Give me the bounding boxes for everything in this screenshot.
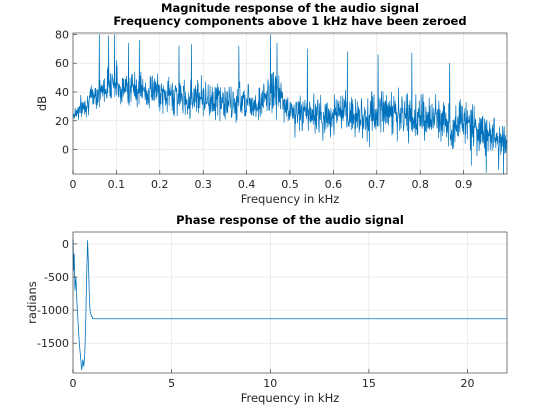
magnitude-y-axis-label: dB xyxy=(35,96,49,111)
phase-x-axis-label: Frequency in kHz xyxy=(241,391,340,405)
magnitude-x-tick-label: 0.6 xyxy=(325,178,343,191)
phase-plot: 0 5 10 15 20 -1500 -1000 -500 0 Phase response o… xyxy=(25,213,508,405)
magnitude-plot: 0 0.1 0.2 0.3 0.4 0.5 0.6 0.7 0.8 0.9 0 20 40 60 80 Ma… xyxy=(35,1,508,206)
magnitude-x-tick-label: 0.3 xyxy=(194,178,212,191)
phase-y-tick-label: -500 xyxy=(44,271,69,284)
magnitude-ticks: 0 0.1 0.2 0.3 0.4 0.5 0.6 0.7 0.8 0.9 0 20 40 60 80 xyxy=(55,28,472,191)
phase-y-axis-label: radians xyxy=(25,281,39,324)
phase-title: Phase response of the audio signal xyxy=(176,213,404,227)
magnitude-series-line xyxy=(72,34,508,175)
magnitude-gridlines xyxy=(72,33,507,174)
magnitude-y-tick-label: 40 xyxy=(55,86,69,99)
magnitude-x-tick-label: 0.4 xyxy=(238,178,256,191)
phase-axes-box xyxy=(72,231,508,374)
phase-series-line xyxy=(72,239,507,371)
phase-x-tick-label: 5 xyxy=(168,377,175,390)
magnitude-series xyxy=(72,34,508,175)
magnitude-x-tick-label: 0.9 xyxy=(455,178,473,191)
phase-ticks: 0 5 10 15 20 -1500 -1000 -500 0 xyxy=(37,238,475,390)
phase-plot-area xyxy=(73,232,507,373)
magnitude-y-tick-label: 0 xyxy=(62,144,69,157)
magnitude-x-tick-label: 0.1 xyxy=(108,178,126,191)
magnitude-x-tick-label: 0 xyxy=(70,178,77,191)
phase-x-tick-label: 0 xyxy=(70,377,77,390)
magnitude-x-tick-label: 0.2 xyxy=(151,178,169,191)
phase-x-tick-label: 20 xyxy=(461,377,475,390)
phase-gridlines xyxy=(72,232,507,373)
phase-x-tick-label: 15 xyxy=(362,377,376,390)
magnitude-y-tick-label: 80 xyxy=(55,28,69,41)
magnitude-y-tick-label: 20 xyxy=(55,115,69,128)
phase-x-tick-label: 10 xyxy=(263,377,277,390)
magnitude-title-line-1: Magnitude response of the audio signal xyxy=(161,1,419,15)
magnitude-x-tick-label: 0.7 xyxy=(368,178,386,191)
magnitude-x-tick-label: 0.5 xyxy=(281,178,299,191)
phase-y-tick-label: 0 xyxy=(62,238,69,251)
phase-y-tick-label: -1500 xyxy=(37,337,69,350)
magnitude-x-axis-label: Frequency in kHz xyxy=(241,192,340,206)
magnitude-title-line-2: Frequency components above 1 kHz have be… xyxy=(113,14,466,28)
phase-y-tick-label: -1000 xyxy=(37,304,69,317)
magnitude-x-tick-label: 0.8 xyxy=(411,178,429,191)
magnitude-y-tick-label: 60 xyxy=(55,57,69,70)
phase-series xyxy=(72,239,507,371)
